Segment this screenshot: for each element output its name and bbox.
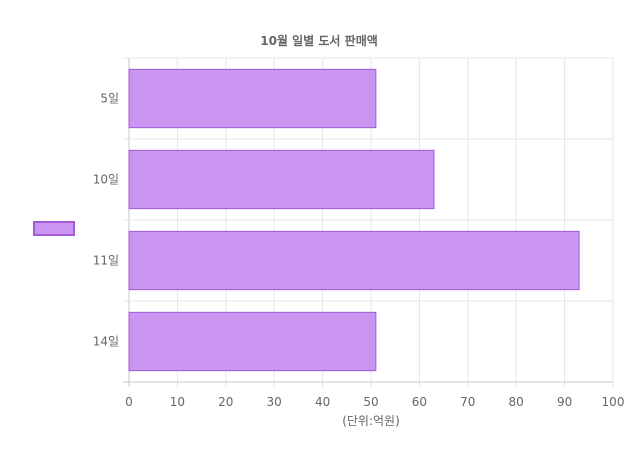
bar: [128, 149, 435, 210]
legend: [33, 221, 75, 236]
y-tick-label: 14일: [93, 335, 119, 349]
y-tick-label: 11일: [93, 254, 119, 268]
x-tick-label: 80: [509, 395, 524, 409]
chart-title: 10월 일별 도서 판매액: [260, 33, 378, 48]
y-tick-label: 5일: [100, 92, 119, 106]
y-tick-label: 10일: [93, 173, 119, 187]
x-tick-label: 90: [557, 395, 572, 409]
x-tick-label: 40: [315, 395, 330, 409]
bar: [128, 68, 377, 129]
x-axis-title: (단위:억원): [342, 414, 400, 428]
bar: [128, 230, 580, 291]
x-tick-label: 100: [602, 395, 625, 409]
x-tick-label: 50: [363, 395, 378, 409]
bars: [128, 68, 580, 372]
x-tick-label: 70: [460, 395, 475, 409]
x-tick-label: 10: [170, 395, 185, 409]
x-tick-label: 30: [267, 395, 282, 409]
axes: 0 10 20 30 40 50 60 70 80 90 100 5일 10일 11일 14일: [93, 92, 625, 410]
legend-swatch[interactable]: [33, 221, 75, 236]
x-tick-label: 0: [125, 395, 133, 409]
x-tick-label: 60: [412, 395, 427, 409]
x-tick-label: 20: [218, 395, 233, 409]
bar: [128, 311, 377, 372]
